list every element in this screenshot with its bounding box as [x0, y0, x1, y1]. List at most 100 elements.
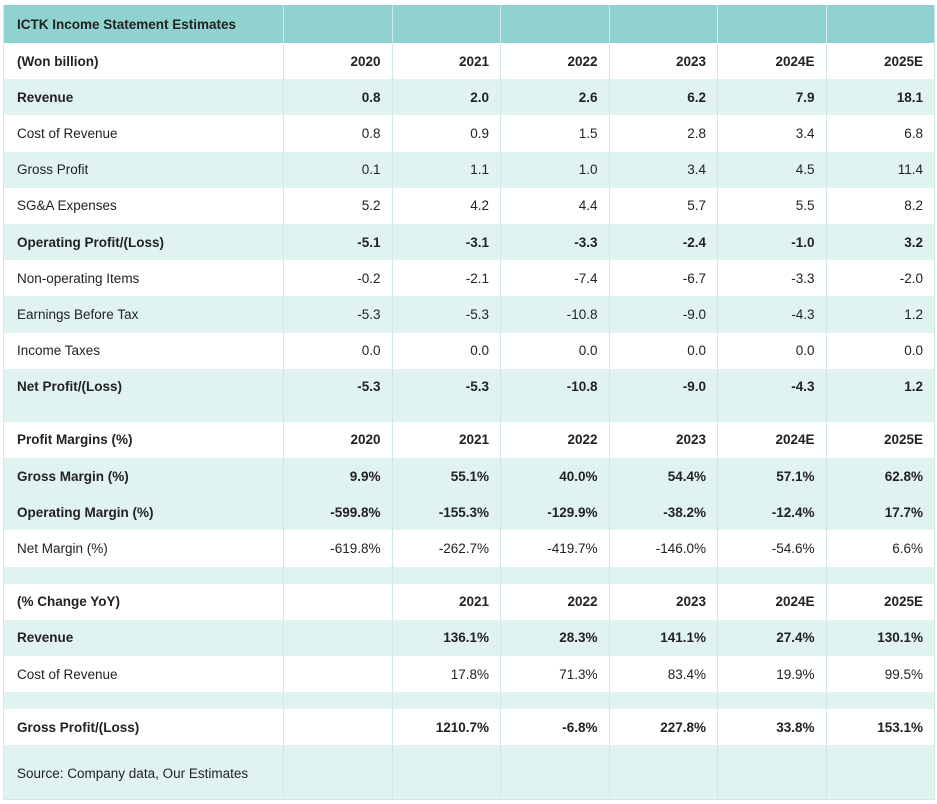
value-cell: 3.4	[717, 115, 827, 152]
value-cell: -9.0	[608, 296, 718, 333]
value-cell: 62.8%	[825, 458, 935, 495]
header-year-2022: 2022	[500, 43, 610, 80]
value-cell: 0.0	[825, 332, 935, 369]
table-body: ICTK Income Statement Estimates (Won bill…	[3, 5, 935, 800]
value-cell: 1.5	[500, 115, 610, 152]
value-cell: 2.8	[608, 115, 718, 152]
source-empty-cell	[391, 745, 501, 800]
value-cell: -4.3	[717, 296, 827, 333]
row-label: Earnings Before Tax	[3, 296, 284, 333]
value-cell: 11.4	[825, 151, 935, 188]
value-cell: -129.9%	[500, 494, 610, 531]
source-empty-cell	[717, 745, 827, 800]
spacer-cell	[608, 404, 718, 422]
yoy-row-cost-of-revenue: Cost of Revenue 17.8% 71.3% 83.4% 19.9% 99.5%	[3, 656, 935, 693]
spacer-cell	[500, 692, 610, 710]
source-empty-cell	[283, 745, 393, 800]
spacer-cell	[283, 692, 393, 710]
yoy-year-cell: 2023	[608, 583, 718, 620]
header-year-2025e: 2025E	[825, 43, 935, 80]
source-note: Source: Company data, Our Estimates	[3, 745, 284, 800]
value-cell: -5.3	[391, 368, 501, 405]
header-year-2020: 2020	[283, 43, 393, 80]
value-cell: 0.0	[608, 332, 718, 369]
table-title: ICTK Income Statement Estimates	[3, 5, 284, 43]
value-cell: -12.4%	[717, 494, 827, 531]
value-cell: 5.5	[717, 187, 827, 224]
value-cell: 17.8%	[391, 656, 501, 693]
spacer-cell	[283, 566, 393, 584]
value-cell: 1.2	[825, 368, 935, 405]
value-cell: 99.5%	[825, 656, 935, 693]
value-cell: 54.4%	[608, 458, 718, 495]
value-cell: 9.9%	[283, 458, 393, 495]
value-cell: -5.3	[391, 296, 501, 333]
title-empty-cell	[717, 5, 827, 43]
margin-header-row: Profit Margins (%) 2020 2021 2022 2023 2024E 2…	[3, 421, 935, 459]
margin-year-2020: 2020	[283, 421, 393, 459]
spacer-cell	[825, 692, 935, 710]
spacer-cell	[608, 566, 718, 584]
value-cell: -3.3	[500, 223, 610, 261]
value-cell: -4.3	[717, 368, 827, 405]
value-cell: 4.2	[391, 187, 501, 224]
value-cell: -2.0	[825, 260, 935, 297]
title-empty-cell	[500, 5, 610, 43]
table-row-cost-of-revenue: Cost of Revenue 0.8 0.9 1.5 2.8 3.4 6.8	[3, 115, 935, 152]
header-year-2023: 2023	[608, 43, 718, 80]
value-cell	[283, 619, 393, 656]
yoy-year-cell: 2025E	[825, 583, 935, 620]
value-cell: 28.3%	[500, 619, 610, 656]
value-cell: 6.2	[608, 79, 718, 116]
spacer-cell	[391, 404, 501, 422]
value-cell: 83.4%	[608, 656, 718, 693]
spacer-cell	[825, 566, 935, 584]
yoy-row-revenue: Revenue 136.1% 28.3% 141.1% 27.4% 130.1%	[3, 619, 935, 656]
row-label: SG&A Expenses	[3, 187, 284, 224]
value-cell: -262.7%	[391, 530, 501, 567]
row-label: Operating Profit/(Loss)	[3, 223, 284, 261]
value-cell: -38.2%	[608, 494, 718, 531]
value-cell: -2.4	[608, 223, 718, 261]
spacer-cell	[608, 692, 718, 710]
value-cell: -10.8	[500, 296, 610, 333]
margin-year-2024e: 2024E	[717, 421, 827, 459]
value-cell: 0.9	[391, 115, 501, 152]
value-cell: -3.3	[717, 260, 827, 297]
header-year-2024e: 2024E	[717, 43, 827, 80]
value-cell: -0.2	[283, 260, 393, 297]
spacer-cell	[825, 404, 935, 422]
spacer-cell	[500, 404, 610, 422]
yoy-year-cell	[283, 583, 393, 620]
table-row-income-taxes: Income Taxes 0.0 0.0 0.0 0.0 0.0 0.0	[3, 332, 935, 369]
row-label: Cost of Revenue	[3, 115, 284, 152]
value-cell: 0.0	[283, 332, 393, 369]
yoy-year-cell: 2021	[391, 583, 501, 620]
row-label: Revenue	[3, 79, 284, 116]
row-label: Net Margin (%)	[3, 530, 284, 567]
spacer-cell	[717, 566, 827, 584]
value-cell: 6.8	[825, 115, 935, 152]
value-cell: -5.3	[283, 296, 393, 333]
value-cell: -2.1	[391, 260, 501, 297]
spacer-cell	[717, 692, 827, 710]
header-year-2021: 2021	[391, 43, 501, 80]
yoy-year-cell: 2022	[500, 583, 610, 620]
spacer-cell	[391, 692, 501, 710]
table-row-net-profit-loss: Net Profit/(Loss) -5.3 -5.3 -10.8 -9.0 -4.3 1.…	[3, 368, 935, 405]
value-cell: -1.0	[717, 223, 827, 261]
table-row-gross-profit: Gross Profit 0.1 1.1 1.0 3.4 4.5 11.4	[3, 151, 935, 188]
value-cell: 57.1%	[717, 458, 827, 495]
value-cell: 1.1	[391, 151, 501, 188]
table-row-gross-margin: Gross Margin (%) 9.9% 55.1% 40.0% 54.4% 57.1%…	[3, 458, 935, 495]
header-units-label: (Won billion)	[3, 43, 284, 80]
margin-year-2021: 2021	[391, 421, 501, 459]
value-cell: 40.0%	[500, 458, 610, 495]
value-cell: 1.2	[825, 296, 935, 333]
value-cell: 0.0	[717, 332, 827, 369]
value-cell: -6.7	[608, 260, 718, 297]
value-cell: 0.8	[283, 115, 393, 152]
value-cell: 7.9	[717, 79, 827, 116]
title-empty-cell	[825, 5, 935, 43]
yoy-year-cell: 2024E	[717, 583, 827, 620]
